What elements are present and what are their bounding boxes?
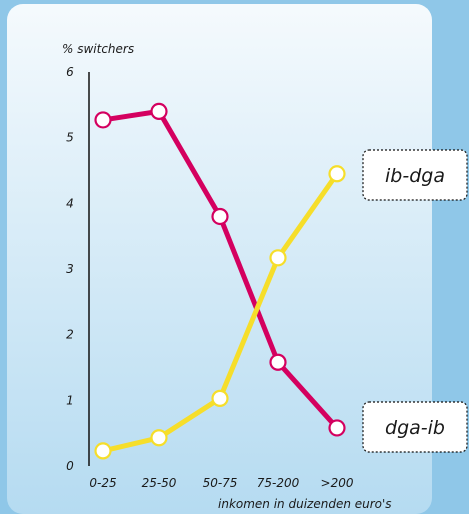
y-tick-label: 5 [66, 131, 74, 145]
data-point-ib-dga [150, 429, 168, 447]
data-point-dga-ib [94, 111, 112, 129]
series-layer [94, 102, 346, 460]
x-axis-title: inkomen in duizenden euro's [218, 497, 392, 511]
x-tick-label: >200 [321, 476, 354, 490]
y-tick-label: 1 [66, 393, 74, 407]
y-axis-title: % switchers [62, 42, 134, 56]
y-tick-label: 0 [66, 459, 74, 473]
data-point-dga-ib [211, 207, 229, 226]
data-point-dga-ib [328, 419, 346, 437]
y-tick-label: 2 [66, 328, 74, 342]
x-tick-label: 75-200 [257, 476, 300, 490]
x-tick-label: 25-50 [142, 476, 177, 490]
y-tick-label: 3 [66, 262, 74, 276]
legend-label-ib-dga: ib-dga [385, 165, 445, 187]
y-tick-label: 6 [66, 65, 74, 79]
data-point-ib-dga [328, 165, 346, 183]
x-tick-label: 50-75 [203, 476, 238, 490]
legend-box-ib-dga: ib-dga [362, 149, 468, 201]
chart-panel [7, 4, 432, 514]
data-point-ib-dga [211, 389, 229, 407]
x-tick-label: 0-25 [89, 476, 116, 490]
y-tick-labels: 0 1 2 3 4 5 6 [66, 65, 74, 473]
data-point-dga-ib [150, 102, 168, 121]
x-tick-labels: 0-25 25-50 50-75 75-200 >200 [89, 476, 353, 490]
data-point-ib-dga [269, 249, 287, 267]
data-point-ib-dga [94, 442, 112, 460]
legend-label-dga-ib: dga-ib [385, 417, 445, 439]
data-point-dga-ib [269, 353, 287, 371]
legend-box-dga-ib: dga-ib [362, 401, 468, 453]
y-tick-label: 4 [66, 196, 74, 210]
